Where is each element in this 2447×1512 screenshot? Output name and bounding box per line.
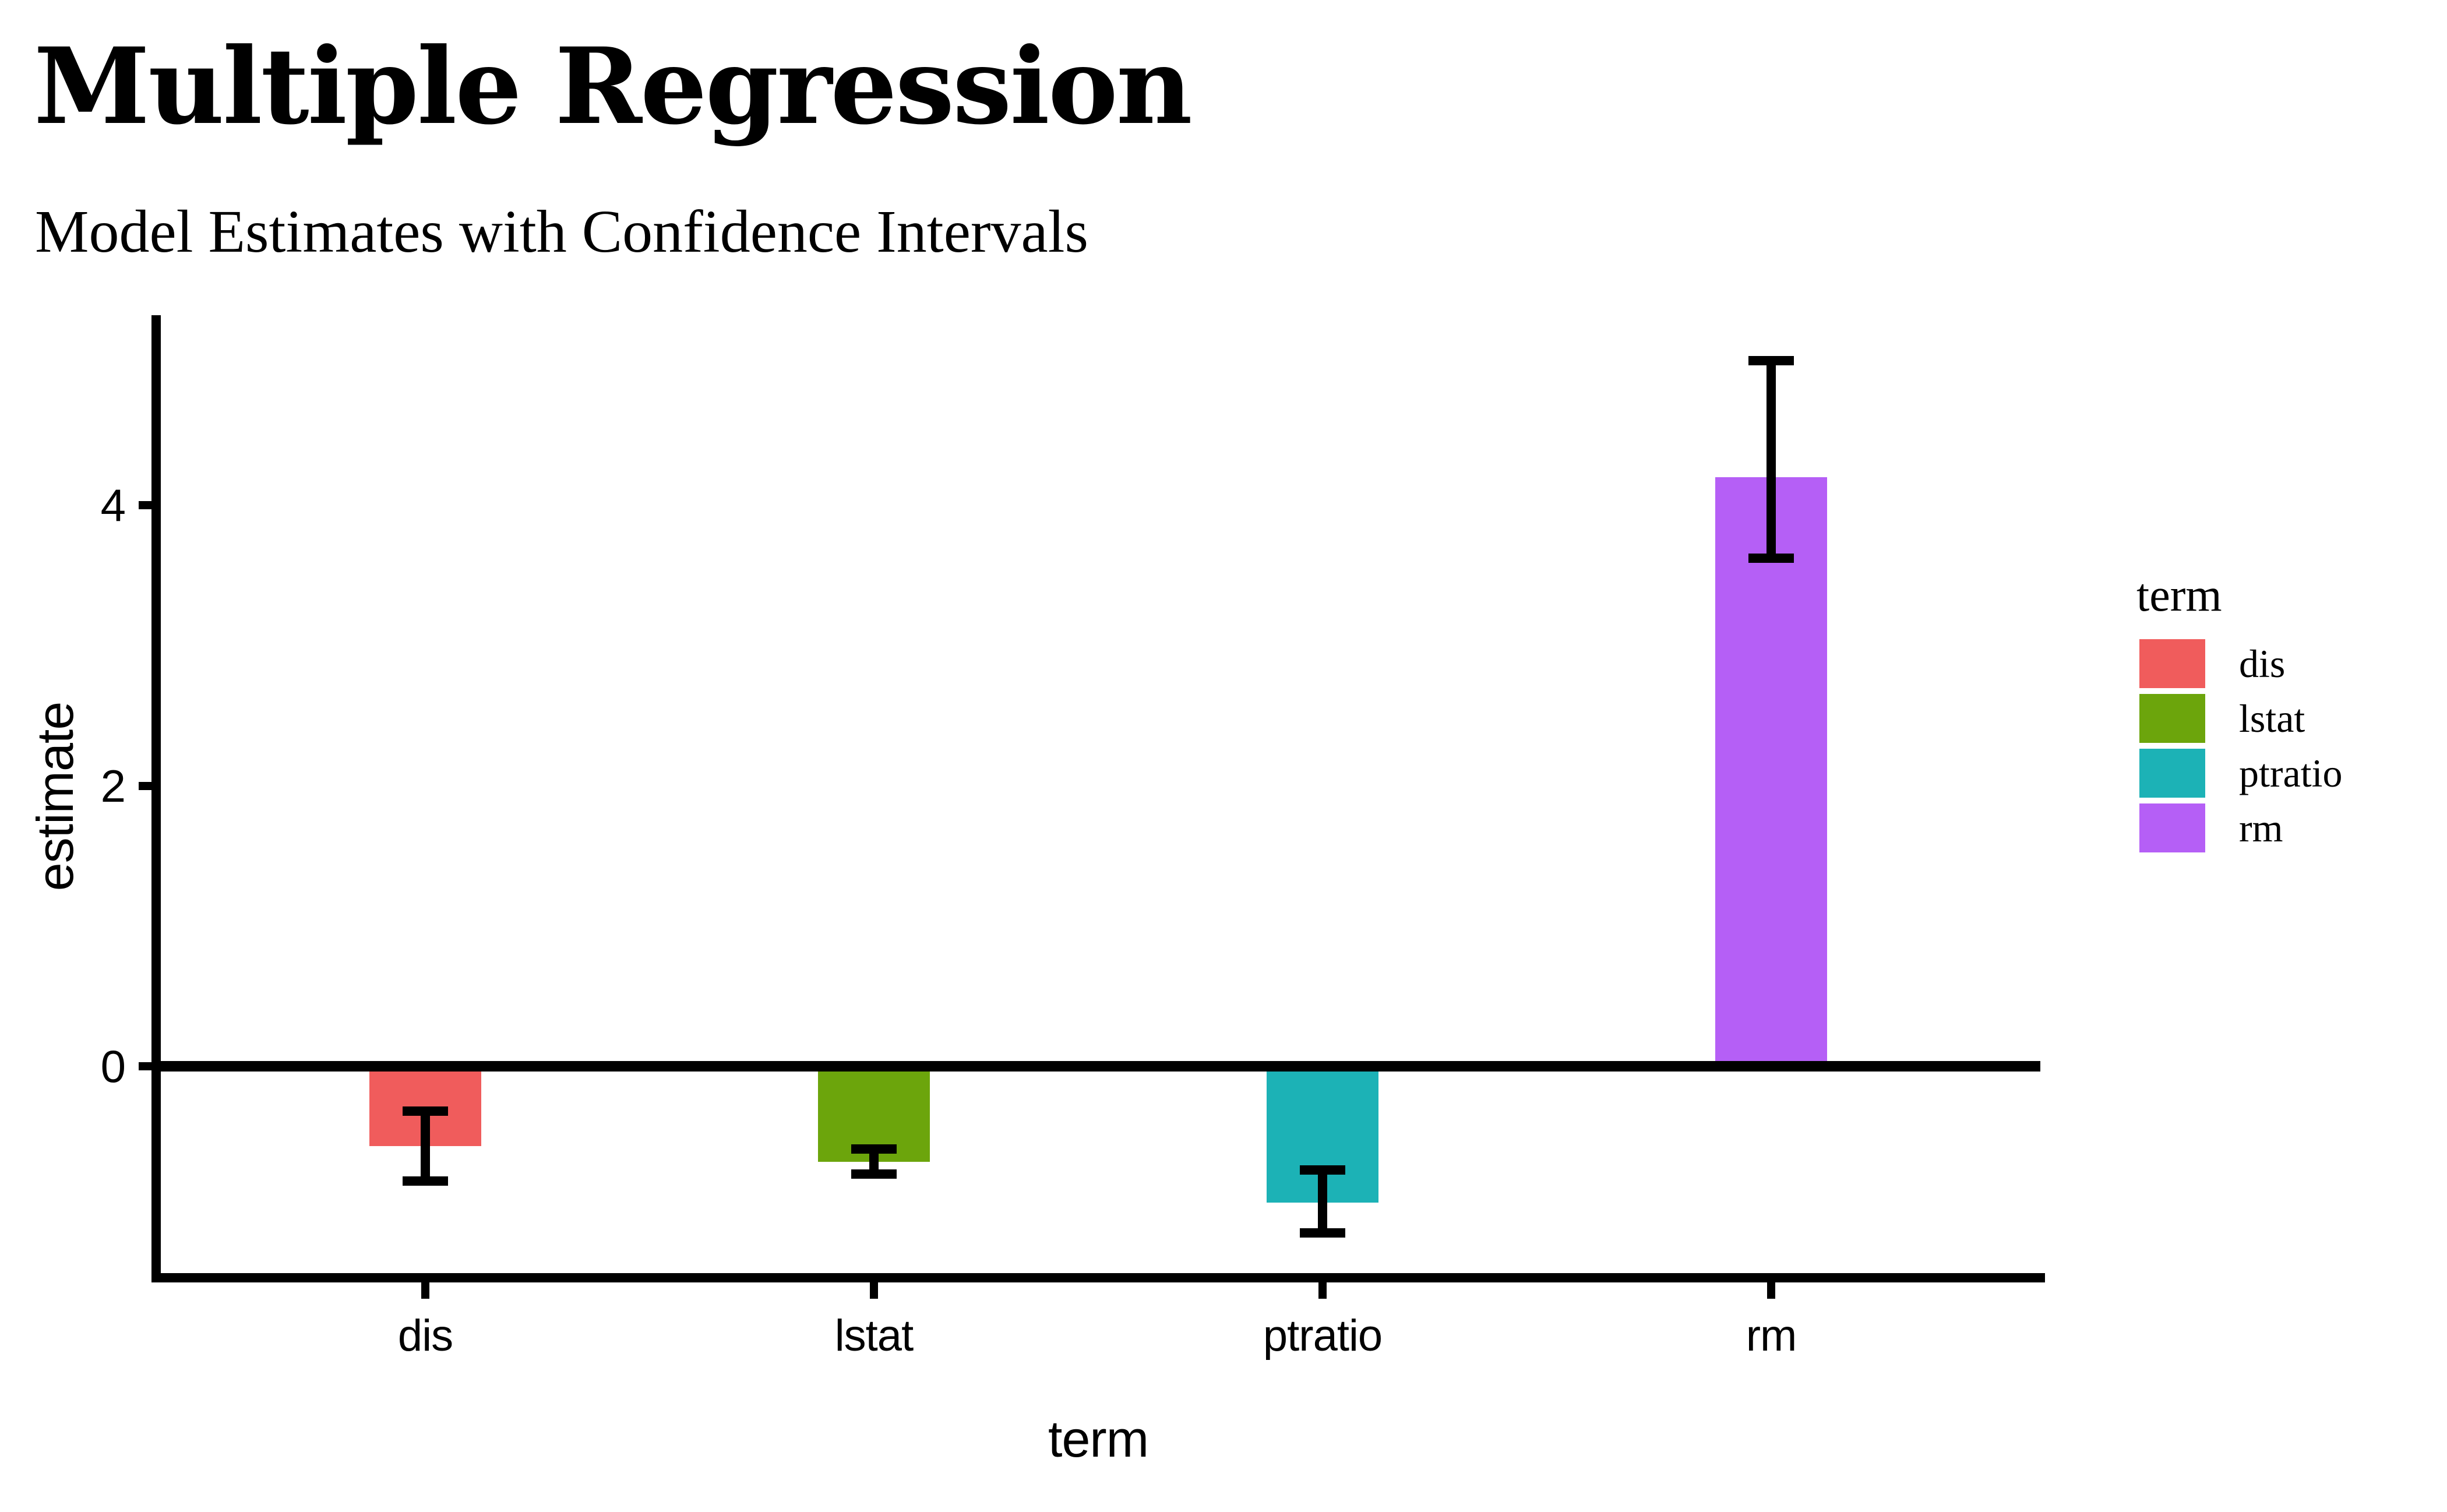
y-tick-label: 2 — [100, 760, 126, 812]
legend-label-dis: dis — [2239, 642, 2286, 686]
x-tick-label-lstat: lstat — [834, 1311, 914, 1361]
error-bar-cap-top-rm — [1748, 356, 1794, 366]
legend-swatch-lstat — [2139, 694, 2205, 743]
x-axis-line — [151, 1273, 2045, 1282]
y-tick-mark — [139, 1062, 156, 1070]
x-tick-mark — [870, 1282, 878, 1299]
legend-label-rm: rm — [2239, 806, 2283, 850]
x-axis-title: term — [1048, 1410, 1149, 1468]
chart-title: Multiple Regression — [34, 25, 1193, 148]
error-bar-cap-bottom-dis — [403, 1176, 448, 1186]
legend-swatch-ptratio — [2139, 749, 2205, 798]
zero-line — [151, 1061, 2040, 1072]
legend-label-lstat: lstat — [2239, 696, 2305, 741]
y-tick-mark — [139, 501, 156, 509]
x-tick-label-rm: rm — [1746, 1311, 1797, 1361]
x-tick-mark — [1318, 1282, 1327, 1299]
error-bar-cap-bottom-ptratio — [1300, 1228, 1345, 1238]
y-tick-label: 4 — [100, 480, 126, 531]
legend-label-ptratio: ptratio — [2239, 751, 2343, 795]
error-bar-cap-bottom-rm — [1748, 554, 1794, 563]
error-bar-stem-lstat — [869, 1149, 879, 1175]
error-bar-stem-ptratio — [1318, 1170, 1327, 1233]
error-bar-cap-top-dis — [403, 1106, 448, 1116]
x-tick-label-dis: dis — [397, 1311, 453, 1361]
y-tick-mark — [139, 781, 156, 790]
error-bar-cap-top-ptratio — [1300, 1165, 1345, 1175]
x-tick-mark — [421, 1282, 429, 1299]
error-bar-stem-dis — [421, 1111, 430, 1182]
bar-rm — [1715, 477, 1827, 1066]
error-bar-cap-top-lstat — [851, 1144, 897, 1154]
y-axis-line — [151, 315, 161, 1282]
error-bar-cap-bottom-lstat — [851, 1169, 897, 1179]
x-tick-label-ptratio: ptratio — [1263, 1311, 1383, 1361]
legend-swatch-dis — [2139, 639, 2205, 688]
legend-swatch-rm — [2139, 803, 2205, 852]
x-tick-mark — [1767, 1282, 1775, 1299]
y-tick-label: 0 — [100, 1041, 126, 1092]
chart-subtitle: Model Estimates with Confidence Interval… — [35, 198, 1089, 265]
error-bar-stem-rm — [1767, 361, 1776, 559]
legend-title: term — [2136, 570, 2222, 621]
